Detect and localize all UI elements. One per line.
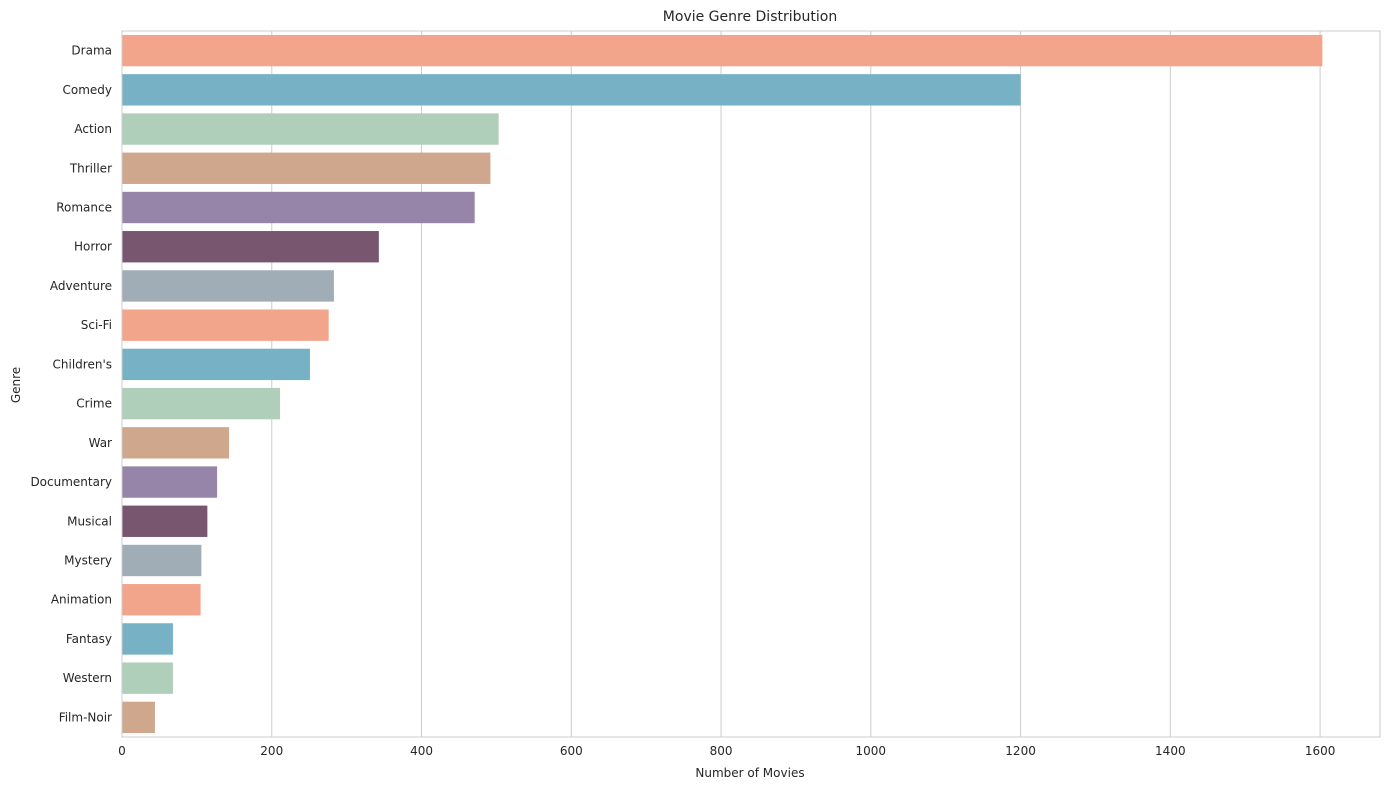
- bar-crime: [122, 387, 280, 420]
- bar-thriller: [122, 152, 491, 184]
- x-tick-label: 200: [260, 744, 283, 758]
- chart-title: Movie Genre Distribution: [663, 9, 837, 25]
- y-tick-label: Fantasy: [66, 632, 112, 646]
- bar-comedy: [122, 74, 1021, 106]
- x-tick-label: 1400: [1155, 744, 1186, 758]
- x-axis-label: Number of Movies: [695, 766, 804, 780]
- y-tick-label: Thriller: [69, 161, 112, 175]
- y-tick-label: Comedy: [62, 83, 112, 97]
- bar-adventure: [122, 270, 334, 302]
- y-tick-label: War: [89, 436, 112, 450]
- x-tick-label: 1600: [1305, 744, 1336, 758]
- y-tick-label: Mystery: [64, 554, 112, 568]
- bar-film-noir: [122, 701, 155, 734]
- bar-war: [122, 427, 230, 459]
- y-tick-label: Horror: [74, 240, 112, 254]
- y-tick-label: Action: [74, 122, 112, 136]
- y-tick-label: Sci-Fi: [81, 318, 112, 332]
- bars-layer: [122, 34, 1323, 734]
- x-tick-label: 600: [560, 744, 583, 758]
- y-tick-label: Film-Noir: [59, 710, 112, 724]
- x-tick-label: 1000: [856, 744, 887, 758]
- y-tick-label: Adventure: [50, 279, 112, 293]
- grid-layer: [121, 31, 1321, 737]
- bar-fantasy: [122, 623, 173, 655]
- bar-sci-fi: [122, 309, 329, 341]
- bar-western: [122, 662, 173, 694]
- x-tick-label: 800: [710, 744, 733, 758]
- x-tick-label: 0: [118, 744, 126, 758]
- bar-romance: [122, 191, 475, 224]
- bar-action: [122, 113, 499, 145]
- bar-mystery: [122, 544, 202, 577]
- y-tick-label: Western: [63, 671, 112, 685]
- y-tick-label: Animation: [51, 593, 112, 607]
- bar-children-s: [122, 348, 310, 381]
- plot-frame: [121, 30, 1381, 738]
- x-tick-label: 400: [410, 744, 433, 758]
- bar-documentary: [122, 466, 218, 498]
- y-tick-label: Children's: [53, 357, 112, 371]
- y-tick-label: Drama: [71, 44, 112, 58]
- y-tick-label: Documentary: [30, 475, 112, 489]
- y-tick-label: Musical: [67, 514, 112, 528]
- y-tick-label: Crime: [76, 397, 112, 411]
- bar-musical: [122, 505, 208, 537]
- frame-layer: [121, 30, 1381, 738]
- y-axis-label: Genre: [9, 367, 23, 403]
- bar-horror: [122, 231, 379, 263]
- y-tick-label: Romance: [56, 201, 112, 215]
- x-tick-label: 1200: [1005, 744, 1036, 758]
- bar-animation: [122, 584, 201, 616]
- bar-drama: [122, 34, 1323, 67]
- ticks-layer: 0 200 400 600 800 1000 1200 1400 1600 Drama Comedy…: [30, 44, 1335, 758]
